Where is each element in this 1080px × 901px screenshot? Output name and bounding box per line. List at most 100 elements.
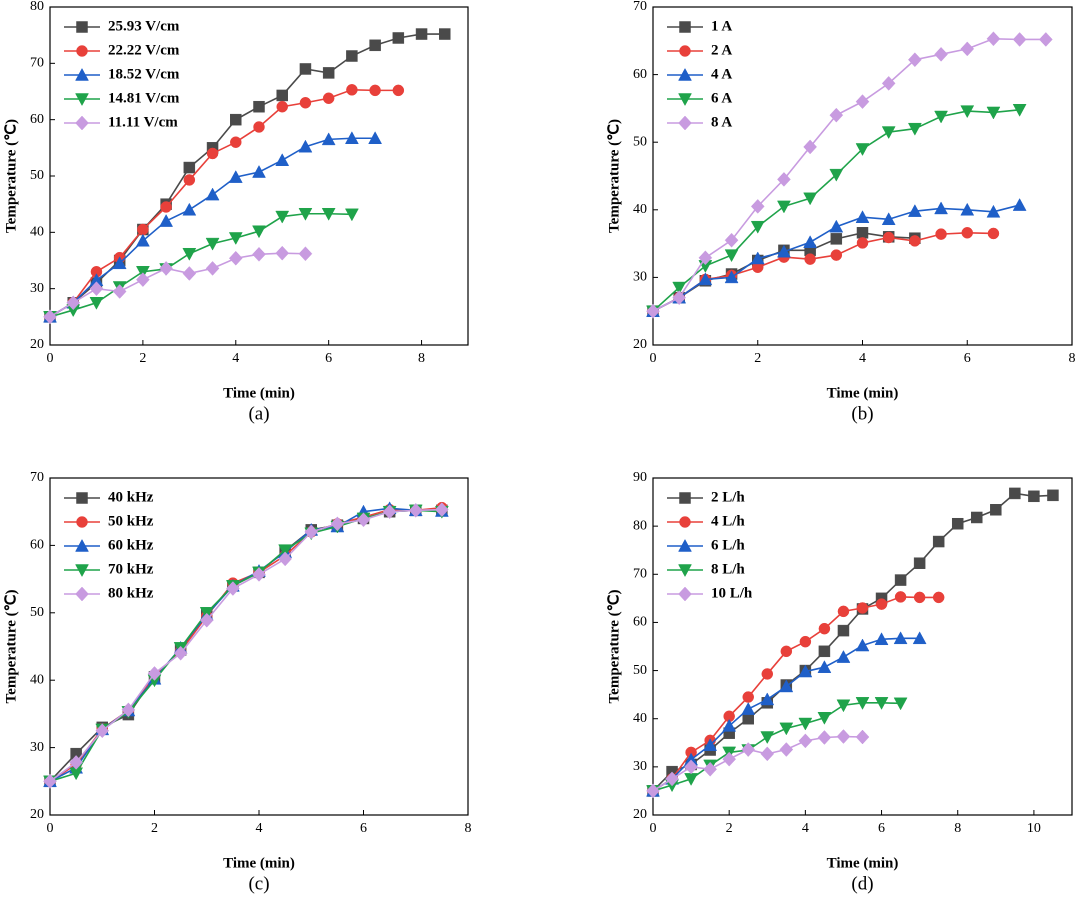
y-tick-label: 20 <box>30 337 44 352</box>
data-point <box>760 692 775 706</box>
data-point <box>672 290 687 306</box>
data-point <box>881 76 896 91</box>
data-point <box>322 67 335 79</box>
data-point <box>913 591 926 604</box>
data-point <box>205 237 220 251</box>
legend-label: 8 A <box>711 114 732 130</box>
x-tick-label: 8 <box>465 821 472 836</box>
data-point <box>777 244 791 258</box>
y-tick-label: 20 <box>30 807 44 822</box>
data-point <box>856 227 869 239</box>
data-point <box>1009 487 1021 500</box>
legend-marker <box>679 492 691 504</box>
data-point <box>750 199 765 214</box>
x-tick-label: 6 <box>964 351 971 366</box>
data-point <box>69 755 83 770</box>
data-point <box>369 84 381 97</box>
data-point <box>408 502 423 518</box>
data-point <box>439 28 451 40</box>
data-point <box>960 105 975 119</box>
data-point <box>135 266 150 279</box>
data-point <box>684 759 698 775</box>
data-point <box>392 84 405 97</box>
legend-marker <box>76 492 88 504</box>
data-point <box>160 201 172 213</box>
data-point <box>742 712 754 725</box>
x-tick-label: 2 <box>726 821 733 836</box>
data-point <box>913 557 926 569</box>
data-point <box>803 192 818 206</box>
y-tick-label: 50 <box>633 663 647 678</box>
data-point <box>703 761 717 777</box>
x-tick-label: 2 <box>151 821 158 836</box>
data-point <box>252 246 266 262</box>
data-point <box>1012 32 1027 47</box>
data-point <box>855 697 870 710</box>
series-line <box>49 89 399 318</box>
legend-label: 4 L/h <box>711 513 745 529</box>
data-point <box>837 605 850 618</box>
data-point <box>829 107 844 123</box>
x-tick-label: 0 <box>650 821 657 836</box>
data-point <box>855 638 870 652</box>
data-point <box>230 136 242 148</box>
data-point <box>798 733 813 749</box>
legend-label: 8 L/h <box>711 561 745 577</box>
data-point <box>818 645 831 658</box>
y-tick-label: 50 <box>30 605 44 620</box>
legend-marker <box>678 538 692 552</box>
data-point <box>703 738 718 751</box>
data-point <box>415 28 428 40</box>
data-point <box>855 143 870 156</box>
data-point <box>137 223 149 236</box>
y-axis-label: Temperature (℃) <box>3 590 19 704</box>
legend-label: 14.81 V/cm <box>108 90 180 106</box>
data-point <box>205 187 220 201</box>
data-point <box>804 253 816 265</box>
data-point <box>1012 104 1027 117</box>
data-point <box>183 174 196 186</box>
y-tick-label: 40 <box>30 672 44 687</box>
data-point <box>121 702 136 718</box>
data-point <box>356 512 371 528</box>
data-point <box>894 574 907 586</box>
data-point <box>182 247 197 261</box>
data-point <box>986 31 1001 47</box>
data-point <box>369 39 381 52</box>
data-point <box>304 524 319 540</box>
x-tick-label: 6 <box>325 351 332 366</box>
data-point <box>298 207 313 221</box>
data-point <box>798 717 813 731</box>
y-tick-label: 60 <box>633 67 647 82</box>
x-tick-label: 4 <box>859 351 866 366</box>
data-point <box>777 172 791 187</box>
data-point <box>89 281 104 297</box>
caption: (a) <box>248 403 269 424</box>
y-tick-label: 30 <box>30 281 44 296</box>
caption: (c) <box>248 873 269 894</box>
data-point <box>908 52 922 68</box>
panel: 0 2 4 6 8 20 30 40 50 60 70 Time (min) (c) Temperatur… <box>3 470 471 894</box>
x-tick-label: 4 <box>802 821 809 836</box>
data-point <box>722 751 737 767</box>
data-point <box>987 227 1000 240</box>
data-point <box>750 220 765 234</box>
data-point <box>722 718 737 732</box>
series-line <box>652 492 1053 792</box>
data-point <box>932 591 945 604</box>
series-line <box>49 252 306 318</box>
data-point <box>322 92 335 105</box>
data-point <box>741 702 756 715</box>
x-axis-label: Time (min) <box>223 385 295 401</box>
data-point <box>894 591 907 603</box>
data-point <box>665 771 679 787</box>
y-tick-label: 30 <box>633 270 647 285</box>
data-point <box>907 122 922 136</box>
y-tick-label: 20 <box>633 337 647 352</box>
data-point <box>855 94 870 110</box>
x-tick-label: 2 <box>754 351 761 366</box>
data-point <box>646 303 660 319</box>
y-axis-label: Temperature (℃) <box>3 119 19 233</box>
data-point <box>228 250 243 266</box>
